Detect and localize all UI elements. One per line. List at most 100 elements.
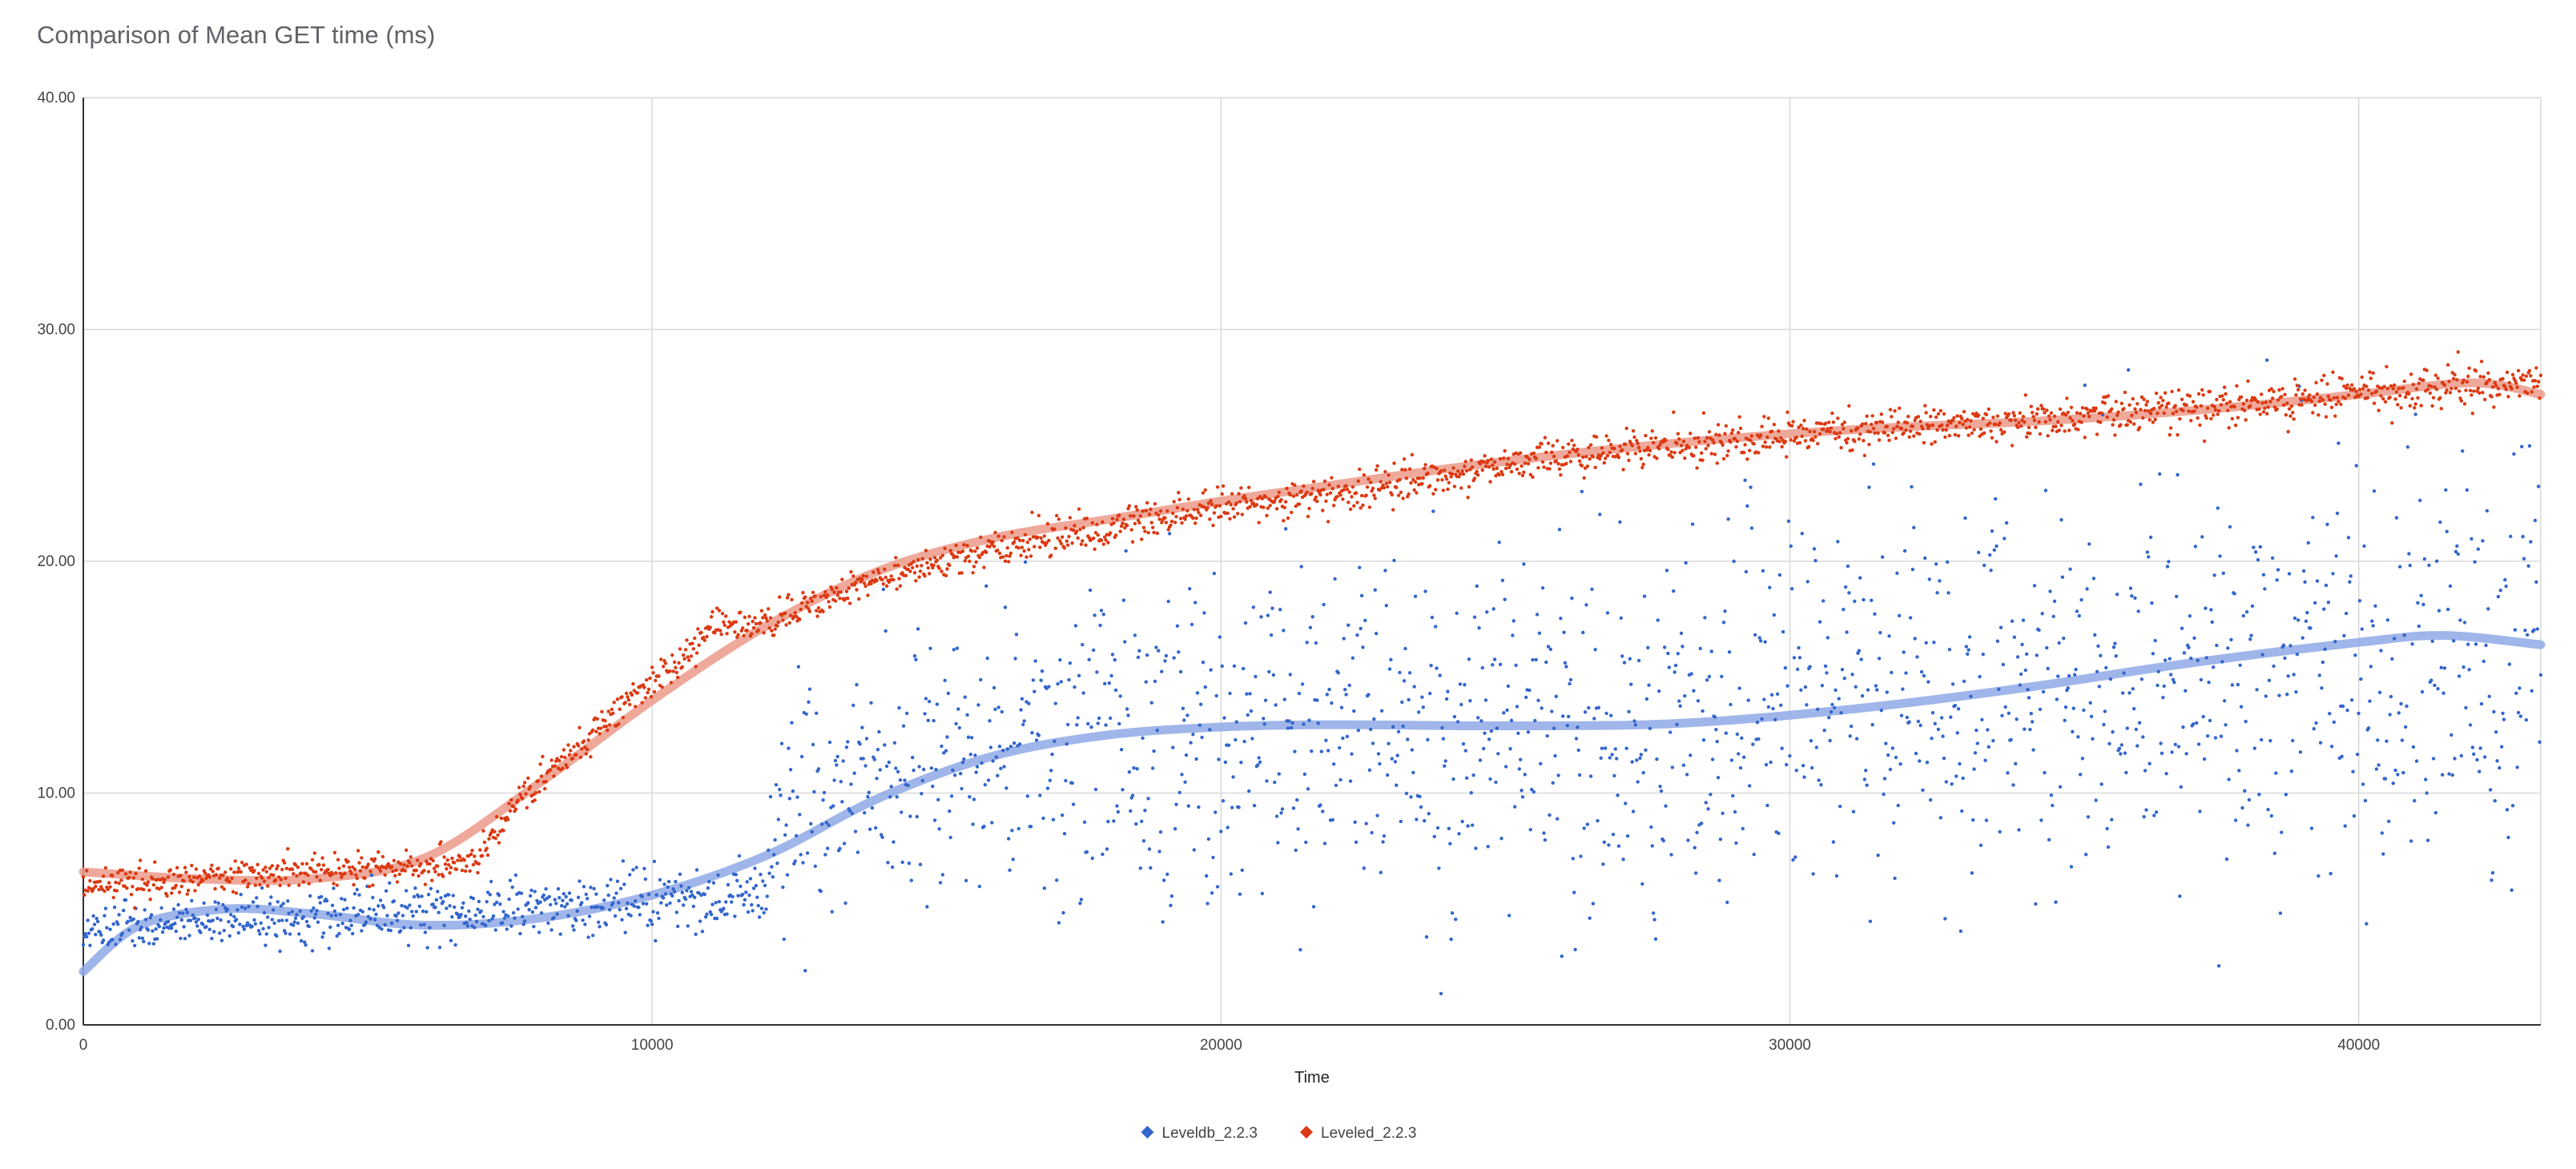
data-point-Leveled_2.2.3 xyxy=(1219,514,1223,519)
data-point-Leveldb_2.2.3 xyxy=(1355,633,1359,637)
data-point-Leveldb_2.2.3 xyxy=(352,892,357,896)
data-point-Leveldb_2.2.3 xyxy=(1177,650,1181,654)
data-point-Leveled_2.2.3 xyxy=(1882,431,1887,435)
data-point-Leveldb_2.2.3 xyxy=(1079,898,1084,902)
data-point-Leveldb_2.2.3 xyxy=(1734,841,1738,846)
data-point-Leveled_2.2.3 xyxy=(2462,402,2467,406)
data-point-Leveled_2.2.3 xyxy=(787,621,791,625)
data-point-Leveled_2.2.3 xyxy=(1688,432,1693,436)
data-point-Leveled_2.2.3 xyxy=(1765,435,1769,440)
data-point-Leveled_2.2.3 xyxy=(1764,445,1769,449)
data-point-Leveled_2.2.3 xyxy=(1812,429,1817,434)
data-point-Leveled_2.2.3 xyxy=(2170,389,2174,394)
legend-item-Leveldb_2.2.3[interactable]: Leveldb_2.2.3 xyxy=(1141,1125,1258,1142)
data-point-Leveled_2.2.3 xyxy=(320,868,324,872)
data-point-Leveldb_2.2.3 xyxy=(1967,635,1972,639)
data-point-Leveled_2.2.3 xyxy=(2079,412,2083,416)
data-point-Leveldb_2.2.3 xyxy=(810,830,814,834)
data-point-Leveled_2.2.3 xyxy=(1387,473,1391,477)
data-point-Leveldb_2.2.3 xyxy=(2294,690,2298,694)
data-point-Leveled_2.2.3 xyxy=(462,858,466,862)
data-point-Leveldb_2.2.3 xyxy=(1174,802,1178,806)
data-point-Leveled_2.2.3 xyxy=(1174,515,1178,519)
data-point-Leveled_2.2.3 xyxy=(1489,457,1494,461)
data-point-Leveldb_2.2.3 xyxy=(2049,793,2054,797)
y-tick-label: 10.00 xyxy=(37,785,75,802)
data-point-Leveldb_2.2.3 xyxy=(863,764,867,768)
data-point-Leveldb_2.2.3 xyxy=(1729,758,1734,762)
data-point-Leveled_2.2.3 xyxy=(403,869,407,873)
data-point-Leveled_2.2.3 xyxy=(578,755,583,759)
legend-item-Leveled_2.2.3[interactable]: Leveled_2.2.3 xyxy=(1300,1125,1416,1142)
data-point-Leveldb_2.2.3 xyxy=(1899,713,1904,717)
data-point-Leveldb_2.2.3 xyxy=(1609,713,1613,717)
data-point-Leveldb_2.2.3 xyxy=(360,929,364,933)
data-point-Leveldb_2.2.3 xyxy=(1508,747,1512,751)
data-point-Leveled_2.2.3 xyxy=(81,875,86,879)
data-point-Leveldb_2.2.3 xyxy=(661,896,666,900)
data-point-Leveldb_2.2.3 xyxy=(1580,489,1584,494)
data-point-Leveldb_2.2.3 xyxy=(1482,746,1486,751)
data-point-Leveled_2.2.3 xyxy=(680,665,684,669)
data-point-Leveled_2.2.3 xyxy=(604,724,609,729)
data-point-Leveldb_2.2.3 xyxy=(147,942,151,946)
data-point-Leveldb_2.2.3 xyxy=(1536,698,1540,702)
data-point-Leveled_2.2.3 xyxy=(1713,452,1717,456)
data-point-Leveldb_2.2.3 xyxy=(384,889,388,893)
data-point-Leveled_2.2.3 xyxy=(1345,488,1350,492)
data-point-Leveled_2.2.3 xyxy=(574,753,578,757)
data-point-Leveled_2.2.3 xyxy=(1146,531,1150,535)
data-point-Leveldb_2.2.3 xyxy=(139,925,143,930)
data-point-Leveled_2.2.3 xyxy=(507,801,511,805)
data-point-Leveldb_2.2.3 xyxy=(1925,761,1930,765)
data-point-Leveldb_2.2.3 xyxy=(1936,727,1941,732)
data-point-Leveldb_2.2.3 xyxy=(1409,795,1413,799)
data-point-Leveldb_2.2.3 xyxy=(898,778,903,782)
data-point-Leveldb_2.2.3 xyxy=(2074,667,2078,672)
data-point-Leveled_2.2.3 xyxy=(610,707,614,712)
data-point-Leveldb_2.2.3 xyxy=(1279,811,1283,815)
data-point-Leveldb_2.2.3 xyxy=(2492,709,2496,714)
legend[interactable]: Leveldb_2.2.3 Leveled_2.2.3 xyxy=(1141,1125,1417,1142)
data-point-Leveldb_2.2.3 xyxy=(2533,518,2538,523)
data-point-Leveldb_2.2.3 xyxy=(799,853,803,857)
data-point-Leveled_2.2.3 xyxy=(690,641,694,645)
data-point-Leveldb_2.2.3 xyxy=(1164,653,1169,658)
data-point-Leveldb_2.2.3 xyxy=(1910,484,1914,489)
data-point-Leveldb_2.2.3 xyxy=(1511,619,1516,623)
data-point-Leveldb_2.2.3 xyxy=(1180,773,1184,777)
data-point-Leveldb_2.2.3 xyxy=(841,759,845,763)
data-point-Leveldb_2.2.3 xyxy=(1471,823,1475,827)
data-point-Leveled_2.2.3 xyxy=(543,786,547,791)
data-point-Leveled_2.2.3 xyxy=(2389,384,2393,388)
data-point-Leveled_2.2.3 xyxy=(2524,374,2529,378)
data-point-Leveled_2.2.3 xyxy=(1918,420,1922,424)
data-point-Leveldb_2.2.3 xyxy=(1887,634,1891,638)
data-point-Leveled_2.2.3 xyxy=(1042,534,1047,538)
data-point-Leveled_2.2.3 xyxy=(1101,520,1105,524)
data-point-Leveled_2.2.3 xyxy=(458,855,462,859)
data-point-Leveldb_2.2.3 xyxy=(2017,828,2021,832)
data-point-Leveled_2.2.3 xyxy=(1358,467,1362,472)
data-point-Leveled_2.2.3 xyxy=(775,624,779,628)
data-point-Leveldb_2.2.3 xyxy=(1201,661,1205,665)
data-point-Leveled_2.2.3 xyxy=(1466,496,1470,500)
data-point-Leveldb_2.2.3 xyxy=(575,909,579,914)
data-point-Leveldb_2.2.3 xyxy=(1545,733,1549,738)
data-point-Leveldb_2.2.3 xyxy=(832,778,836,782)
data-point-Leveldb_2.2.3 xyxy=(997,745,1002,749)
data-point-Leveled_2.2.3 xyxy=(191,875,196,879)
data-point-Leveled_2.2.3 xyxy=(1335,495,1339,499)
data-point-Leveldb_2.2.3 xyxy=(1460,819,1464,824)
data-point-Leveldb_2.2.3 xyxy=(1695,830,1699,835)
data-point-Leveldb_2.2.3 xyxy=(1535,613,1540,617)
data-point-Leveled_2.2.3 xyxy=(746,622,751,626)
data-point-Leveled_2.2.3 xyxy=(2289,404,2294,408)
data-point-Leveldb_2.2.3 xyxy=(1737,686,1741,690)
data-point-Leveled_2.2.3 xyxy=(2139,408,2143,412)
data-point-Leveldb_2.2.3 xyxy=(1808,665,1812,669)
data-point-Leveldb_2.2.3 xyxy=(1382,834,1387,838)
data-point-Leveldb_2.2.3 xyxy=(827,823,831,827)
data-point-Leveldb_2.2.3 xyxy=(375,923,380,928)
data-point-Leveldb_2.2.3 xyxy=(2179,785,2183,789)
